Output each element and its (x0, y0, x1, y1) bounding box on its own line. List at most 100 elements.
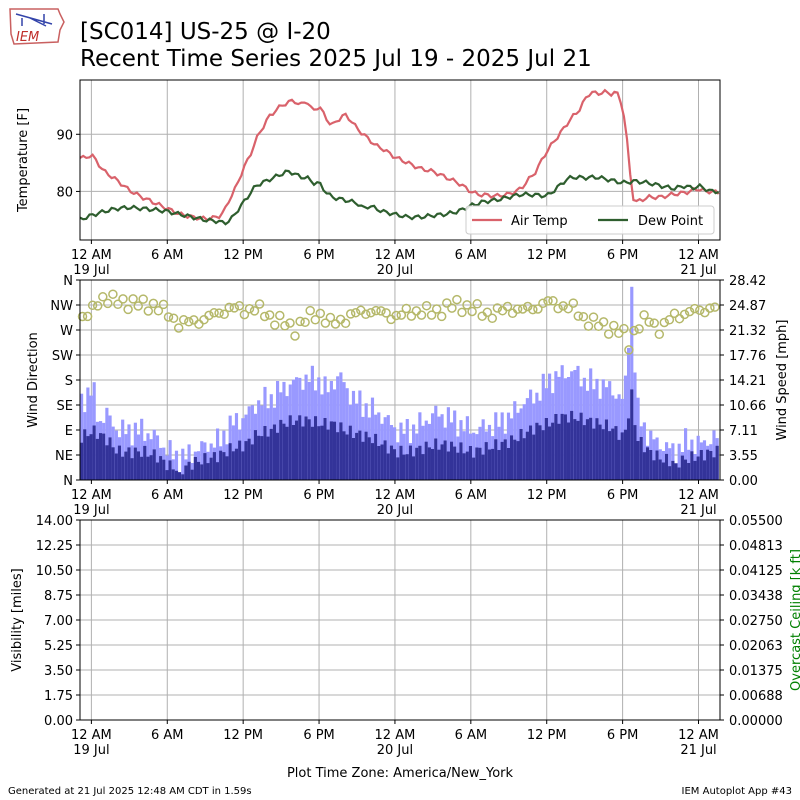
speed-bar (418, 445, 422, 480)
direction-point (82, 311, 93, 322)
direction-point (472, 299, 482, 309)
speed-bar (121, 456, 125, 480)
direction-point (528, 304, 538, 315)
direction-point (396, 310, 407, 320)
speed-bar (364, 431, 368, 480)
x-tick-label: 6 AM (455, 488, 488, 503)
speed-bar (383, 440, 387, 480)
speed-bar (478, 447, 482, 480)
gust-bar (165, 455, 169, 480)
speed-bar (408, 445, 413, 480)
visibility-tick-label: 1.75 (44, 689, 73, 704)
chart-title: [SC014] US-25 @ I-20 (80, 19, 331, 45)
x-date-label: 20 Jul (377, 743, 413, 758)
y-axis-label-left: Visibility [miles] (10, 568, 25, 671)
direction-tick-label: SW (52, 349, 73, 364)
speed-bar (487, 449, 492, 480)
direction-point (98, 292, 108, 302)
speed-tick-label: 21.32 (729, 324, 766, 339)
speed-bar (712, 457, 716, 480)
speed-bar (374, 433, 378, 480)
gust-bar (342, 382, 346, 480)
speed-bar (114, 453, 118, 480)
direction-point (300, 317, 310, 328)
direction-point (168, 313, 179, 323)
gust-bar (684, 428, 688, 480)
speed-tick-label: 3.55 (729, 449, 758, 464)
speed-bar (431, 449, 435, 480)
direction-point (457, 307, 467, 318)
direction-point (163, 312, 174, 322)
speed-bar (219, 450, 223, 480)
direction-point (325, 312, 336, 323)
gust-bar (121, 419, 125, 480)
gust-bar (181, 448, 185, 480)
speed-bar (165, 470, 169, 480)
speed-tick-label: 10.66 (729, 399, 766, 414)
speed-bar (510, 435, 514, 480)
direction-point (431, 304, 442, 314)
speed-bar (178, 472, 182, 480)
direction-point (563, 303, 573, 314)
direction-point (659, 317, 670, 328)
direction-point (153, 306, 164, 316)
direction-point (512, 304, 523, 314)
direction-point (492, 303, 503, 313)
direction-point (543, 296, 553, 306)
direction-tick-label: NW (50, 299, 73, 314)
speed-bar (529, 425, 533, 480)
speed-bar (396, 457, 400, 480)
x-tick-label: 12 PM (527, 248, 567, 263)
speed-bar (162, 459, 166, 480)
chart-subtitle: Recent Time Series 2025 Jul 19 - 2025 Ju… (80, 46, 592, 72)
direction-point (371, 305, 381, 316)
direction-point (502, 301, 513, 312)
x-tick-label: 6 AM (455, 728, 488, 743)
speed-bar (709, 451, 713, 480)
speed-bar (351, 438, 356, 480)
speed-bar (133, 447, 137, 480)
speed-bar (298, 415, 302, 480)
gust-bar (168, 440, 172, 480)
speed-bar (481, 454, 485, 480)
x-date-label: 19 Jul (73, 743, 109, 758)
direction-point (173, 323, 184, 333)
visibility-tick-label: 0.00 (44, 714, 73, 729)
speed-bar (155, 462, 160, 480)
x-tick-label: 12 AM (71, 248, 112, 263)
speed-bar (168, 460, 172, 480)
gust-bar (636, 397, 640, 480)
gust-bar (105, 407, 109, 480)
speed-bar (291, 425, 296, 480)
speed-tick-label: 0.00 (729, 474, 758, 489)
y-axis-label-left: Wind Direction (26, 332, 41, 428)
direction-point (411, 306, 422, 316)
visibility-tick-label: 12.25 (36, 539, 73, 554)
direction-point (366, 307, 376, 318)
direction-tick-label: NE (55, 449, 73, 464)
speed-bar (92, 425, 96, 480)
gust-bar (712, 430, 716, 480)
gust-bar (276, 381, 280, 480)
x-tick-label: 6 AM (455, 248, 488, 263)
gust-bar (351, 390, 356, 480)
direction-point (275, 310, 285, 321)
x-tick-label: 12 PM (527, 728, 567, 743)
speed-bar (295, 420, 299, 480)
gust-bar (481, 419, 485, 480)
speed-bar (345, 434, 349, 480)
direction-point (421, 300, 432, 311)
speed-bar (715, 445, 719, 480)
direction-point (573, 311, 584, 321)
speed-bar (282, 423, 286, 480)
speed-bar (696, 456, 700, 480)
direction-point (290, 331, 300, 341)
speed-bar (563, 414, 567, 480)
speed-bar (285, 426, 289, 480)
visibility-tick-label: 7.00 (44, 614, 73, 629)
speed-bar (687, 463, 691, 480)
speed-bar (234, 448, 239, 480)
speed-bar (560, 413, 564, 480)
plot-frame (79, 279, 721, 481)
